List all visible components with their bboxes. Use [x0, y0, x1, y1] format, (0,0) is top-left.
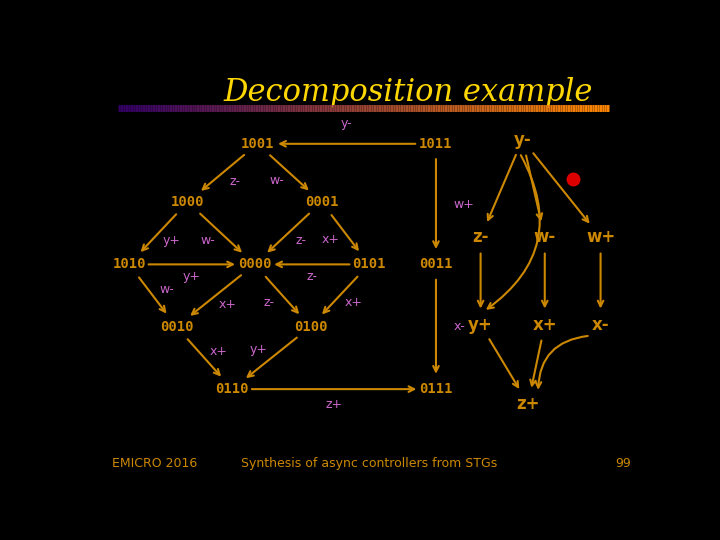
Text: y-: y-: [341, 117, 353, 130]
Text: Synthesis of async controllers from STGs: Synthesis of async controllers from STGs: [241, 457, 497, 470]
Text: y+: y+: [163, 234, 181, 247]
Text: 1011: 1011: [419, 137, 453, 151]
Text: z-: z-: [472, 228, 489, 246]
Text: 0111: 0111: [419, 382, 453, 396]
Text: z-: z-: [306, 271, 318, 284]
Text: z+: z+: [325, 399, 343, 411]
Text: w+: w+: [454, 198, 474, 211]
Text: w-: w-: [160, 283, 175, 296]
Text: z-: z-: [263, 296, 274, 309]
Text: x+: x+: [219, 298, 237, 310]
Text: 99: 99: [616, 457, 631, 470]
Text: w-: w-: [269, 174, 284, 187]
Text: 0100: 0100: [294, 320, 327, 334]
Text: x+: x+: [533, 316, 557, 334]
Text: z-: z-: [296, 234, 307, 247]
Text: y-: y-: [513, 131, 531, 149]
Text: y+: y+: [250, 343, 268, 356]
Text: x+: x+: [344, 296, 362, 309]
Text: y+: y+: [468, 316, 493, 334]
Text: 1000: 1000: [171, 195, 204, 209]
Text: 1001: 1001: [240, 137, 274, 151]
Text: 0011: 0011: [419, 258, 453, 272]
Text: x+: x+: [210, 345, 228, 357]
Text: 0010: 0010: [160, 320, 193, 334]
Text: z-: z-: [230, 175, 240, 188]
Text: 0000: 0000: [238, 258, 271, 272]
Text: x+: x+: [322, 233, 340, 246]
Text: Decomposition example: Decomposition example: [223, 77, 593, 109]
Text: x-: x-: [454, 320, 466, 333]
Text: w+: w+: [586, 228, 615, 246]
Text: 1010: 1010: [112, 258, 146, 272]
Text: EMICRO 2016: EMICRO 2016: [112, 457, 197, 470]
Text: 0101: 0101: [352, 258, 386, 272]
Text: x-: x-: [592, 316, 609, 334]
Text: y+: y+: [183, 271, 201, 284]
Text: 0001: 0001: [305, 195, 338, 209]
Text: z+: z+: [516, 395, 540, 413]
Text: 0110: 0110: [215, 382, 249, 396]
Text: w-: w-: [201, 234, 215, 247]
Text: w-: w-: [534, 228, 556, 246]
